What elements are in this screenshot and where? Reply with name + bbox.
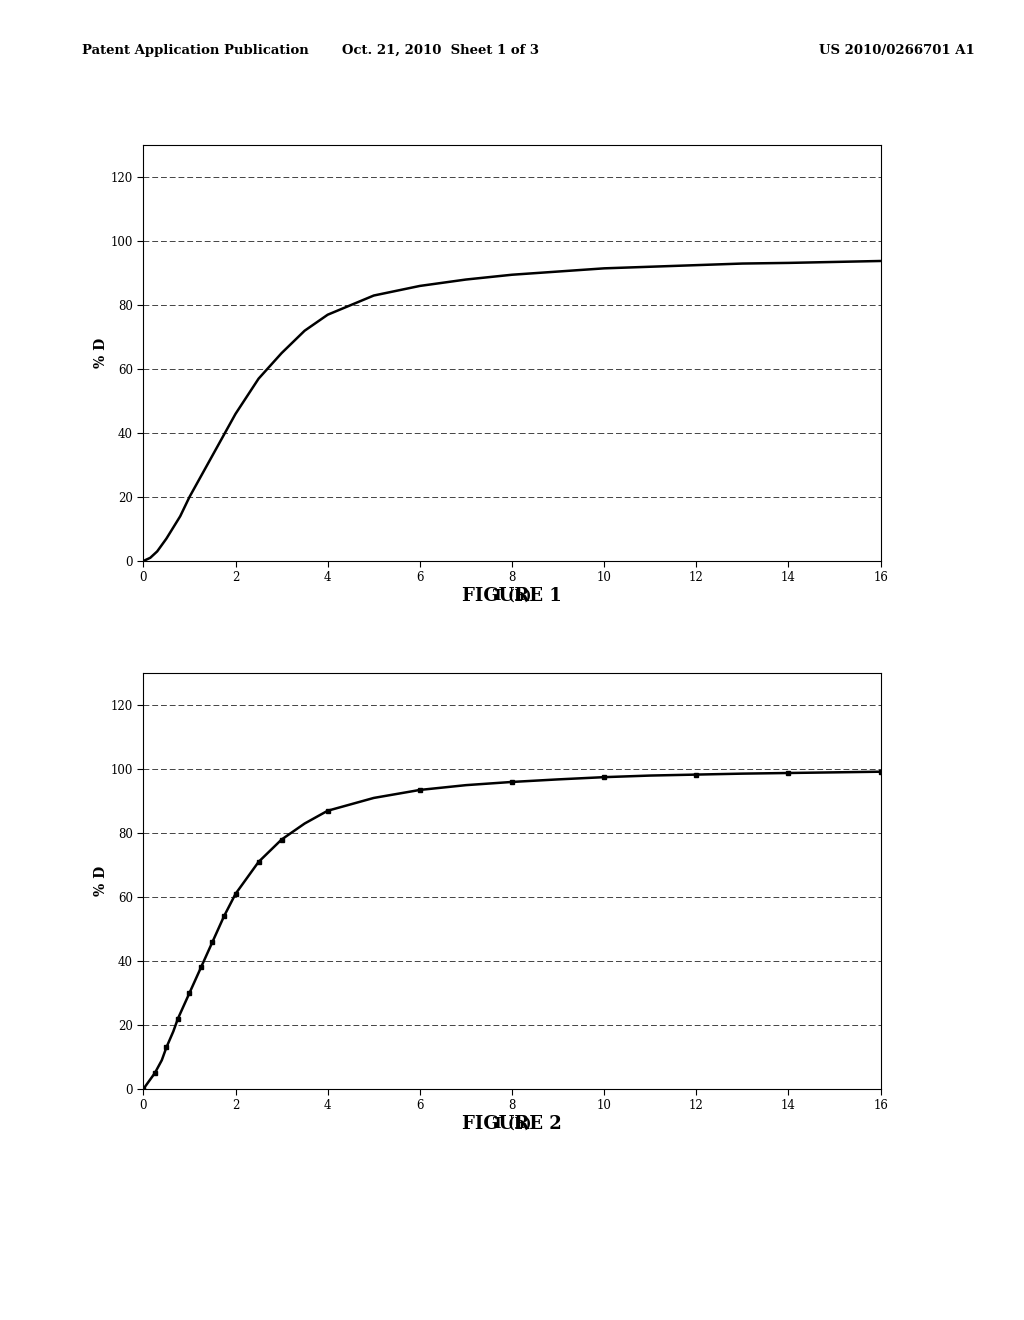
Text: Patent Application Publication: Patent Application Publication — [82, 44, 308, 57]
Text: FIGURE 2: FIGURE 2 — [462, 1115, 562, 1134]
Y-axis label: % D: % D — [94, 338, 108, 368]
Text: US 2010/0266701 A1: US 2010/0266701 A1 — [819, 44, 975, 57]
Text: FIGURE 1: FIGURE 1 — [462, 587, 562, 606]
X-axis label: T (h): T (h) — [493, 589, 531, 603]
Y-axis label: % D: % D — [94, 866, 108, 896]
Text: Oct. 21, 2010  Sheet 1 of 3: Oct. 21, 2010 Sheet 1 of 3 — [342, 44, 539, 57]
X-axis label: T (h): T (h) — [493, 1117, 531, 1131]
